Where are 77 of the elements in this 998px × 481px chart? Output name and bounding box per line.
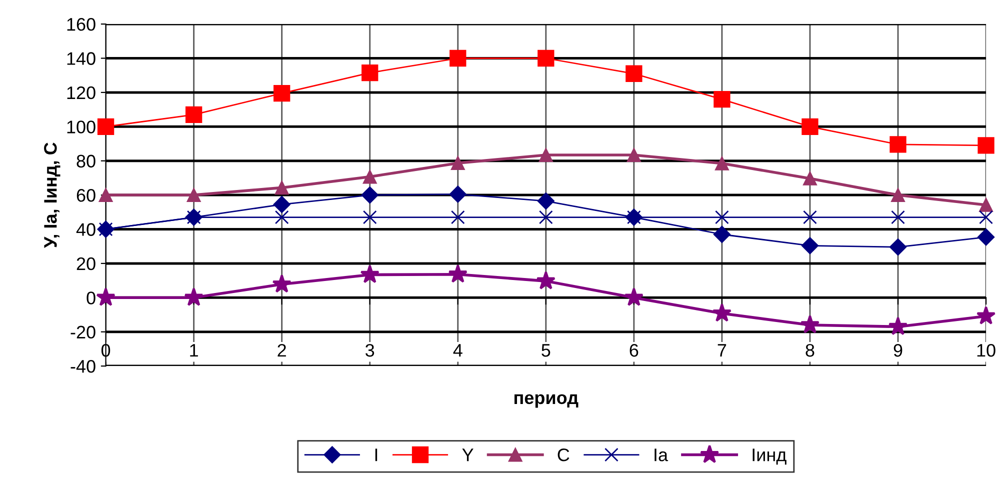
legend-label: Y [462,448,474,462]
point [977,228,995,246]
point [96,288,116,306]
point [626,148,641,162]
point [803,172,817,186]
point [537,192,554,210]
x-axis-title: период [514,394,578,408]
point [712,303,732,322]
point [272,274,292,293]
point [976,306,996,324]
y-tick-label: 40 [76,223,96,236]
point [715,156,729,170]
point [184,288,204,306]
legend-label: C [558,448,570,462]
y-tick-label: -40 [70,360,96,373]
y-tick-label: 120 [67,86,96,100]
point [538,210,553,224]
point [802,118,818,135]
point [536,270,556,290]
point [890,136,906,153]
x-tick-label: 7 [718,344,726,357]
point [362,64,378,82]
y-tick-label: 60 [76,188,96,202]
point [274,84,290,102]
x-tick-label: 4 [453,344,462,357]
point [979,210,993,224]
point [803,210,817,224]
point [713,226,731,243]
point [97,118,114,135]
point [449,186,466,203]
point [185,106,202,124]
point [362,210,377,224]
point [714,90,730,108]
x-tick-label: 10 [977,344,996,357]
x-tick-label: 8 [806,344,814,357]
point [186,188,201,202]
point [362,170,377,184]
point [273,196,290,213]
point [891,210,905,224]
x-tick-label: 1 [190,344,198,357]
point [538,148,553,162]
y-tick-label: 0 [86,292,96,304]
x-tick-label: 5 [542,344,550,357]
y-tick-label: 80 [76,154,96,168]
y-tick-label: 100 [67,120,96,134]
point [448,264,468,283]
point [538,50,554,67]
point [450,210,465,224]
y-tick-label: 160 [67,18,96,31]
y-axis-title: У, Iа, Iинд, С [44,142,60,248]
point [978,137,994,154]
point [98,188,113,202]
point [715,210,729,224]
point [624,288,644,306]
point [889,238,907,256]
point [888,316,908,336]
x-tick-label: 2 [278,344,286,357]
point [360,264,380,284]
legend-label: Ia [654,448,668,462]
y-tick-label: 140 [67,52,96,65]
point [801,237,819,254]
x-tick-label: 6 [630,344,638,357]
legend-label: I [375,448,378,462]
point [274,210,289,224]
point [274,180,289,195]
point [626,65,642,82]
point [800,314,820,334]
point [450,156,465,170]
point [450,50,466,67]
x-tick-label: 3 [366,344,374,357]
x-tick-label: 9 [894,344,902,357]
y-tick-label: 20 [76,257,96,270]
y-tick-label: -20 [70,326,96,339]
legend-label: Iинд [752,448,786,465]
point [891,188,905,202]
point [979,198,993,212]
point [361,186,378,204]
